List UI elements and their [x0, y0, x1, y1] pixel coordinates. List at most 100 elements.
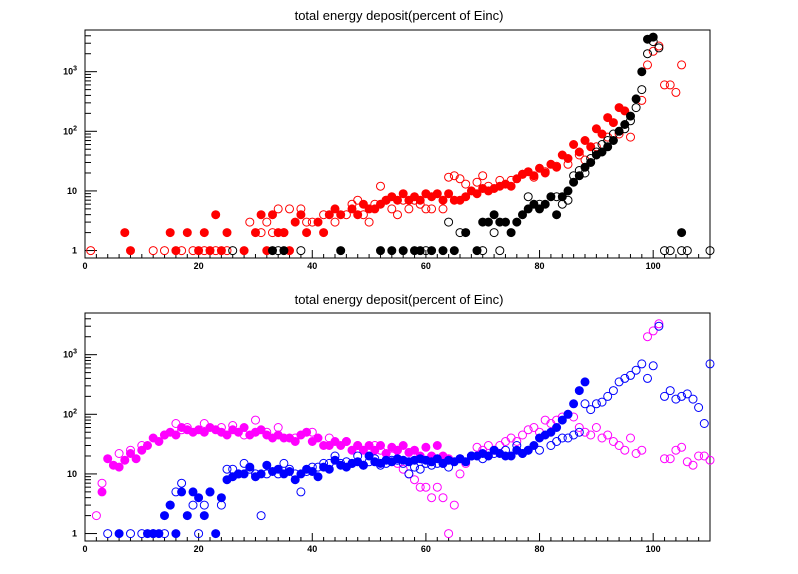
top-data-points	[86, 32, 715, 256]
bottom-series-3-point	[637, 359, 647, 369]
bottom-series-3-point	[216, 500, 226, 510]
top-series-0-point	[438, 195, 448, 205]
bottom-series-1-point	[688, 460, 698, 470]
bottom-series-1-point	[262, 427, 272, 437]
bottom-y-tick-label: 103	[63, 349, 77, 360]
top-series-1-point	[478, 171, 488, 181]
bottom-series-3-point	[466, 451, 476, 461]
top-series-2-point	[552, 210, 562, 220]
top-series-0-point	[580, 136, 590, 145]
bottom-series-3-point	[512, 441, 522, 450]
bottom-series-3-point	[393, 455, 402, 465]
bottom-series-3-point	[319, 458, 329, 468]
bottom-series-3-point	[387, 455, 397, 465]
bottom-x-tick-label: 0	[82, 544, 87, 554]
bottom-series-3-point	[228, 464, 238, 474]
top-series-0-point	[268, 210, 277, 220]
top-series-1-point	[296, 204, 306, 214]
bottom-series-1-point	[228, 421, 238, 430]
top-series-3-point	[580, 168, 590, 178]
bottom-series-3-point	[660, 391, 669, 401]
bottom-series-1-point	[398, 464, 408, 474]
bottom-series-1-point	[665, 454, 675, 464]
top-x-tick-label: 100	[646, 261, 661, 271]
bottom-series-3-point	[677, 391, 687, 401]
bottom-series-1-point	[160, 430, 169, 440]
top-series-1-point	[540, 167, 550, 177]
bottom-series-3-point	[279, 458, 289, 468]
top-series-3-point	[591, 147, 601, 157]
top-x-tick-label: 20	[194, 261, 204, 271]
top-y-tick-label: 102	[63, 125, 77, 136]
top-series-3-point	[586, 154, 596, 163]
top-series-3-point	[603, 136, 613, 145]
bottom-series-2-point	[216, 493, 226, 503]
top-series-1-point	[574, 150, 584, 160]
top-series-0-point	[591, 124, 601, 134]
top-series-3-point	[489, 228, 499, 238]
bottom-series-1-point	[637, 445, 647, 455]
bottom-series-2-point	[199, 511, 209, 521]
bottom-series-2-point	[171, 529, 181, 539]
bottom-series-3-point	[489, 449, 499, 458]
top-series-1-point	[495, 175, 505, 185]
bottom-series-3-point	[455, 454, 465, 464]
top-series-1-point	[358, 210, 368, 220]
top-series-3-point	[495, 246, 505, 256]
top-x-tick-label: 80	[535, 261, 545, 271]
top-series-1-point	[552, 161, 562, 171]
bottom-series-1-point	[671, 445, 681, 455]
bottom-axes: 0 20 40 60 80 100 1 10 102 103	[63, 312, 711, 554]
bottom-series-3-point	[535, 445, 544, 455]
bottom-series-3-point	[262, 469, 272, 479]
bottom-series-3-point	[199, 500, 209, 510]
bottom-series-3-point	[330, 451, 340, 461]
top-series-1-point	[483, 181, 493, 191]
top-series-1-point	[660, 80, 669, 90]
bottom-series-2-point	[273, 464, 283, 474]
bottom-series-1-point	[654, 319, 664, 329]
bottom-series-1-point	[126, 445, 135, 455]
top-series-0-point	[211, 210, 221, 220]
top-series-2-point	[569, 177, 579, 187]
top-series-1-point	[160, 246, 169, 256]
top-series-1-point	[177, 246, 187, 256]
bottom-series-2-point	[563, 409, 573, 419]
bottom-series-3-point	[563, 433, 573, 443]
bottom-series-2-point	[580, 377, 590, 387]
bottom-series-0-point	[114, 462, 124, 472]
bottom-series-3-point	[404, 469, 414, 479]
top-series-3-point	[444, 217, 454, 227]
bottom-series-3-point	[188, 500, 198, 510]
bottom-series-2-point	[211, 529, 221, 539]
bottom-series-3-point	[648, 361, 658, 371]
top-series-3-point	[665, 246, 675, 256]
top-series-1-point	[341, 210, 351, 220]
bottom-series-1-point	[580, 427, 590, 437]
top-x-tick-label: 0	[82, 261, 87, 271]
bottom-series-3-point	[171, 487, 181, 497]
top-series-3-point	[660, 246, 669, 256]
top-series-3-point	[574, 166, 584, 175]
bottom-series-1-point	[699, 451, 709, 461]
bottom-series-3-point	[364, 457, 374, 467]
bottom-series-0-point	[410, 445, 419, 455]
bottom-series-2-point	[557, 415, 567, 425]
top-series-1-point	[398, 195, 408, 205]
top-series-3-point	[296, 246, 306, 256]
bottom-series-0-point	[120, 455, 130, 465]
top-series-0-point	[302, 228, 312, 238]
bottom-series-2-point	[546, 427, 556, 437]
bottom-series-1-point	[427, 493, 437, 503]
top-series-1-point	[438, 204, 448, 214]
bottom-series-3-point	[694, 403, 704, 412]
top-series-1-point	[563, 159, 573, 169]
top-series-1-point	[444, 172, 454, 182]
bottom-series-3-point	[603, 391, 613, 401]
top-y-tick-label: 10	[67, 186, 77, 196]
bottom-series-1-point	[415, 482, 425, 492]
bottom-series-3-point	[205, 487, 215, 497]
bottom-series-1-point	[97, 478, 107, 488]
bottom-series-1-point	[591, 423, 601, 432]
bottom-series-0-point	[398, 441, 408, 450]
